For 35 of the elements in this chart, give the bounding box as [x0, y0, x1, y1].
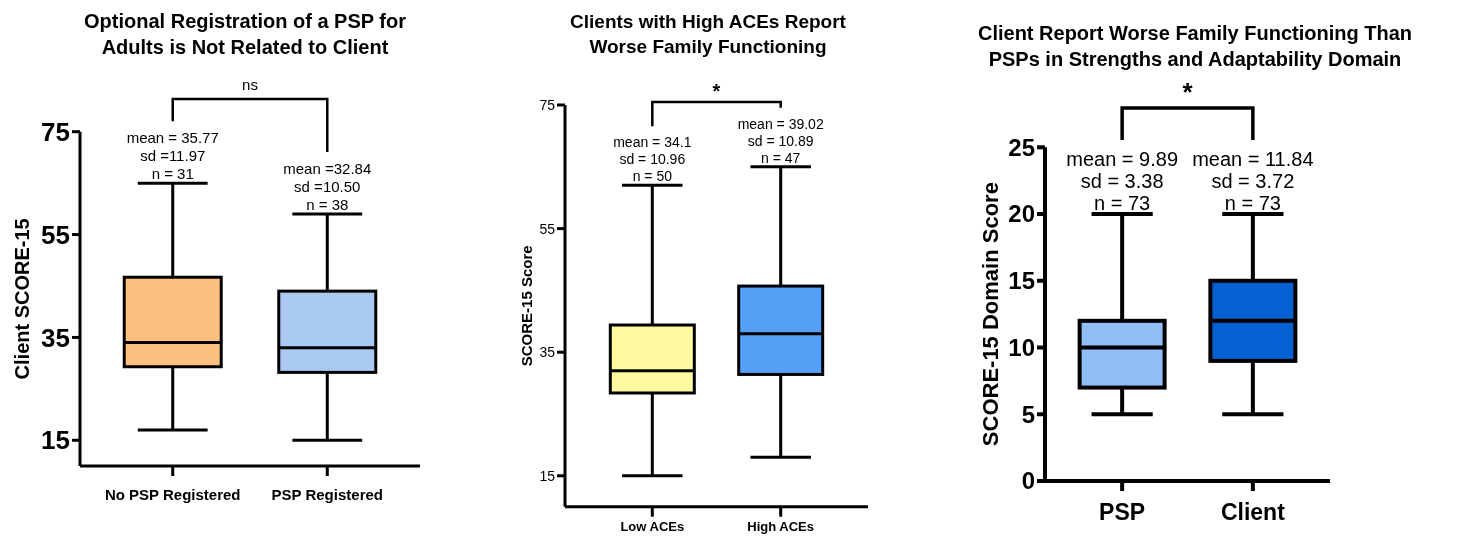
text: * — [1182, 77, 1194, 107]
text: ns — [242, 76, 258, 93]
x-tick-label: PSP Registered — [271, 486, 383, 503]
annotation: mean = 35.77 sd =11.97 n = 31 — [126, 129, 219, 183]
y-tick-label: 35 — [41, 322, 70, 353]
y-tick-label: 75 — [539, 96, 556, 113]
annotation: mean = 11.84 sd = 3.72 n = 73 — [1192, 148, 1314, 215]
annotation: mean = 34.1 sd = 10.96 n = 50 — [613, 134, 692, 185]
y-tick-label: 15 — [1008, 267, 1035, 295]
chart-title: Clients with High ACEs Report Worse Family Functioning — [570, 11, 847, 58]
y-tick-label: 75 — [41, 116, 70, 147]
x-tick-label: PSP — [1099, 499, 1146, 525]
y-axis-title: SCORE-15 Score — [518, 245, 536, 367]
y-tick-label: 0 — [1021, 467, 1035, 495]
annotation: mean = 9.89 sd = 3.38 n = 73 — [1066, 148, 1179, 215]
y-axis-title: SCORE-15 Domain Score — [977, 182, 1003, 447]
x-tick-label: No PSP Registered — [104, 486, 241, 503]
y-tick-label: 15 — [41, 425, 70, 456]
y-tick-label: 25 — [1008, 133, 1035, 161]
chart-title: Client Report Worse Family Functioning Than PSPs in Strengths and Adaptability Domain — [977, 22, 1413, 71]
annotation: mean = 39.02 sd = 10.89 n = 47 — [737, 115, 824, 166]
annotation: mean =32.84 sd =10.50 n = 38 — [283, 159, 372, 213]
y-axis-title: Client SCORE-15 — [11, 218, 33, 380]
y-tick-label: 55 — [539, 220, 556, 237]
x-tick-label: Client — [1220, 499, 1286, 525]
x-tick-label: High ACEs — [747, 519, 815, 534]
y-tick-label: 35 — [539, 344, 556, 361]
x-tick-label: Low ACEs — [620, 519, 685, 534]
y-tick-label: 10 — [1008, 333, 1035, 361]
y-tick-label: 55 — [41, 219, 70, 250]
chart-title: Optional Registration of a PSP for Adults is Not Related to Client — [84, 10, 407, 59]
y-tick-label: 20 — [1008, 200, 1035, 228]
text: * — [712, 80, 721, 102]
y-tick-label: 15 — [539, 467, 556, 484]
y-tick-label: 5 — [1021, 400, 1035, 428]
